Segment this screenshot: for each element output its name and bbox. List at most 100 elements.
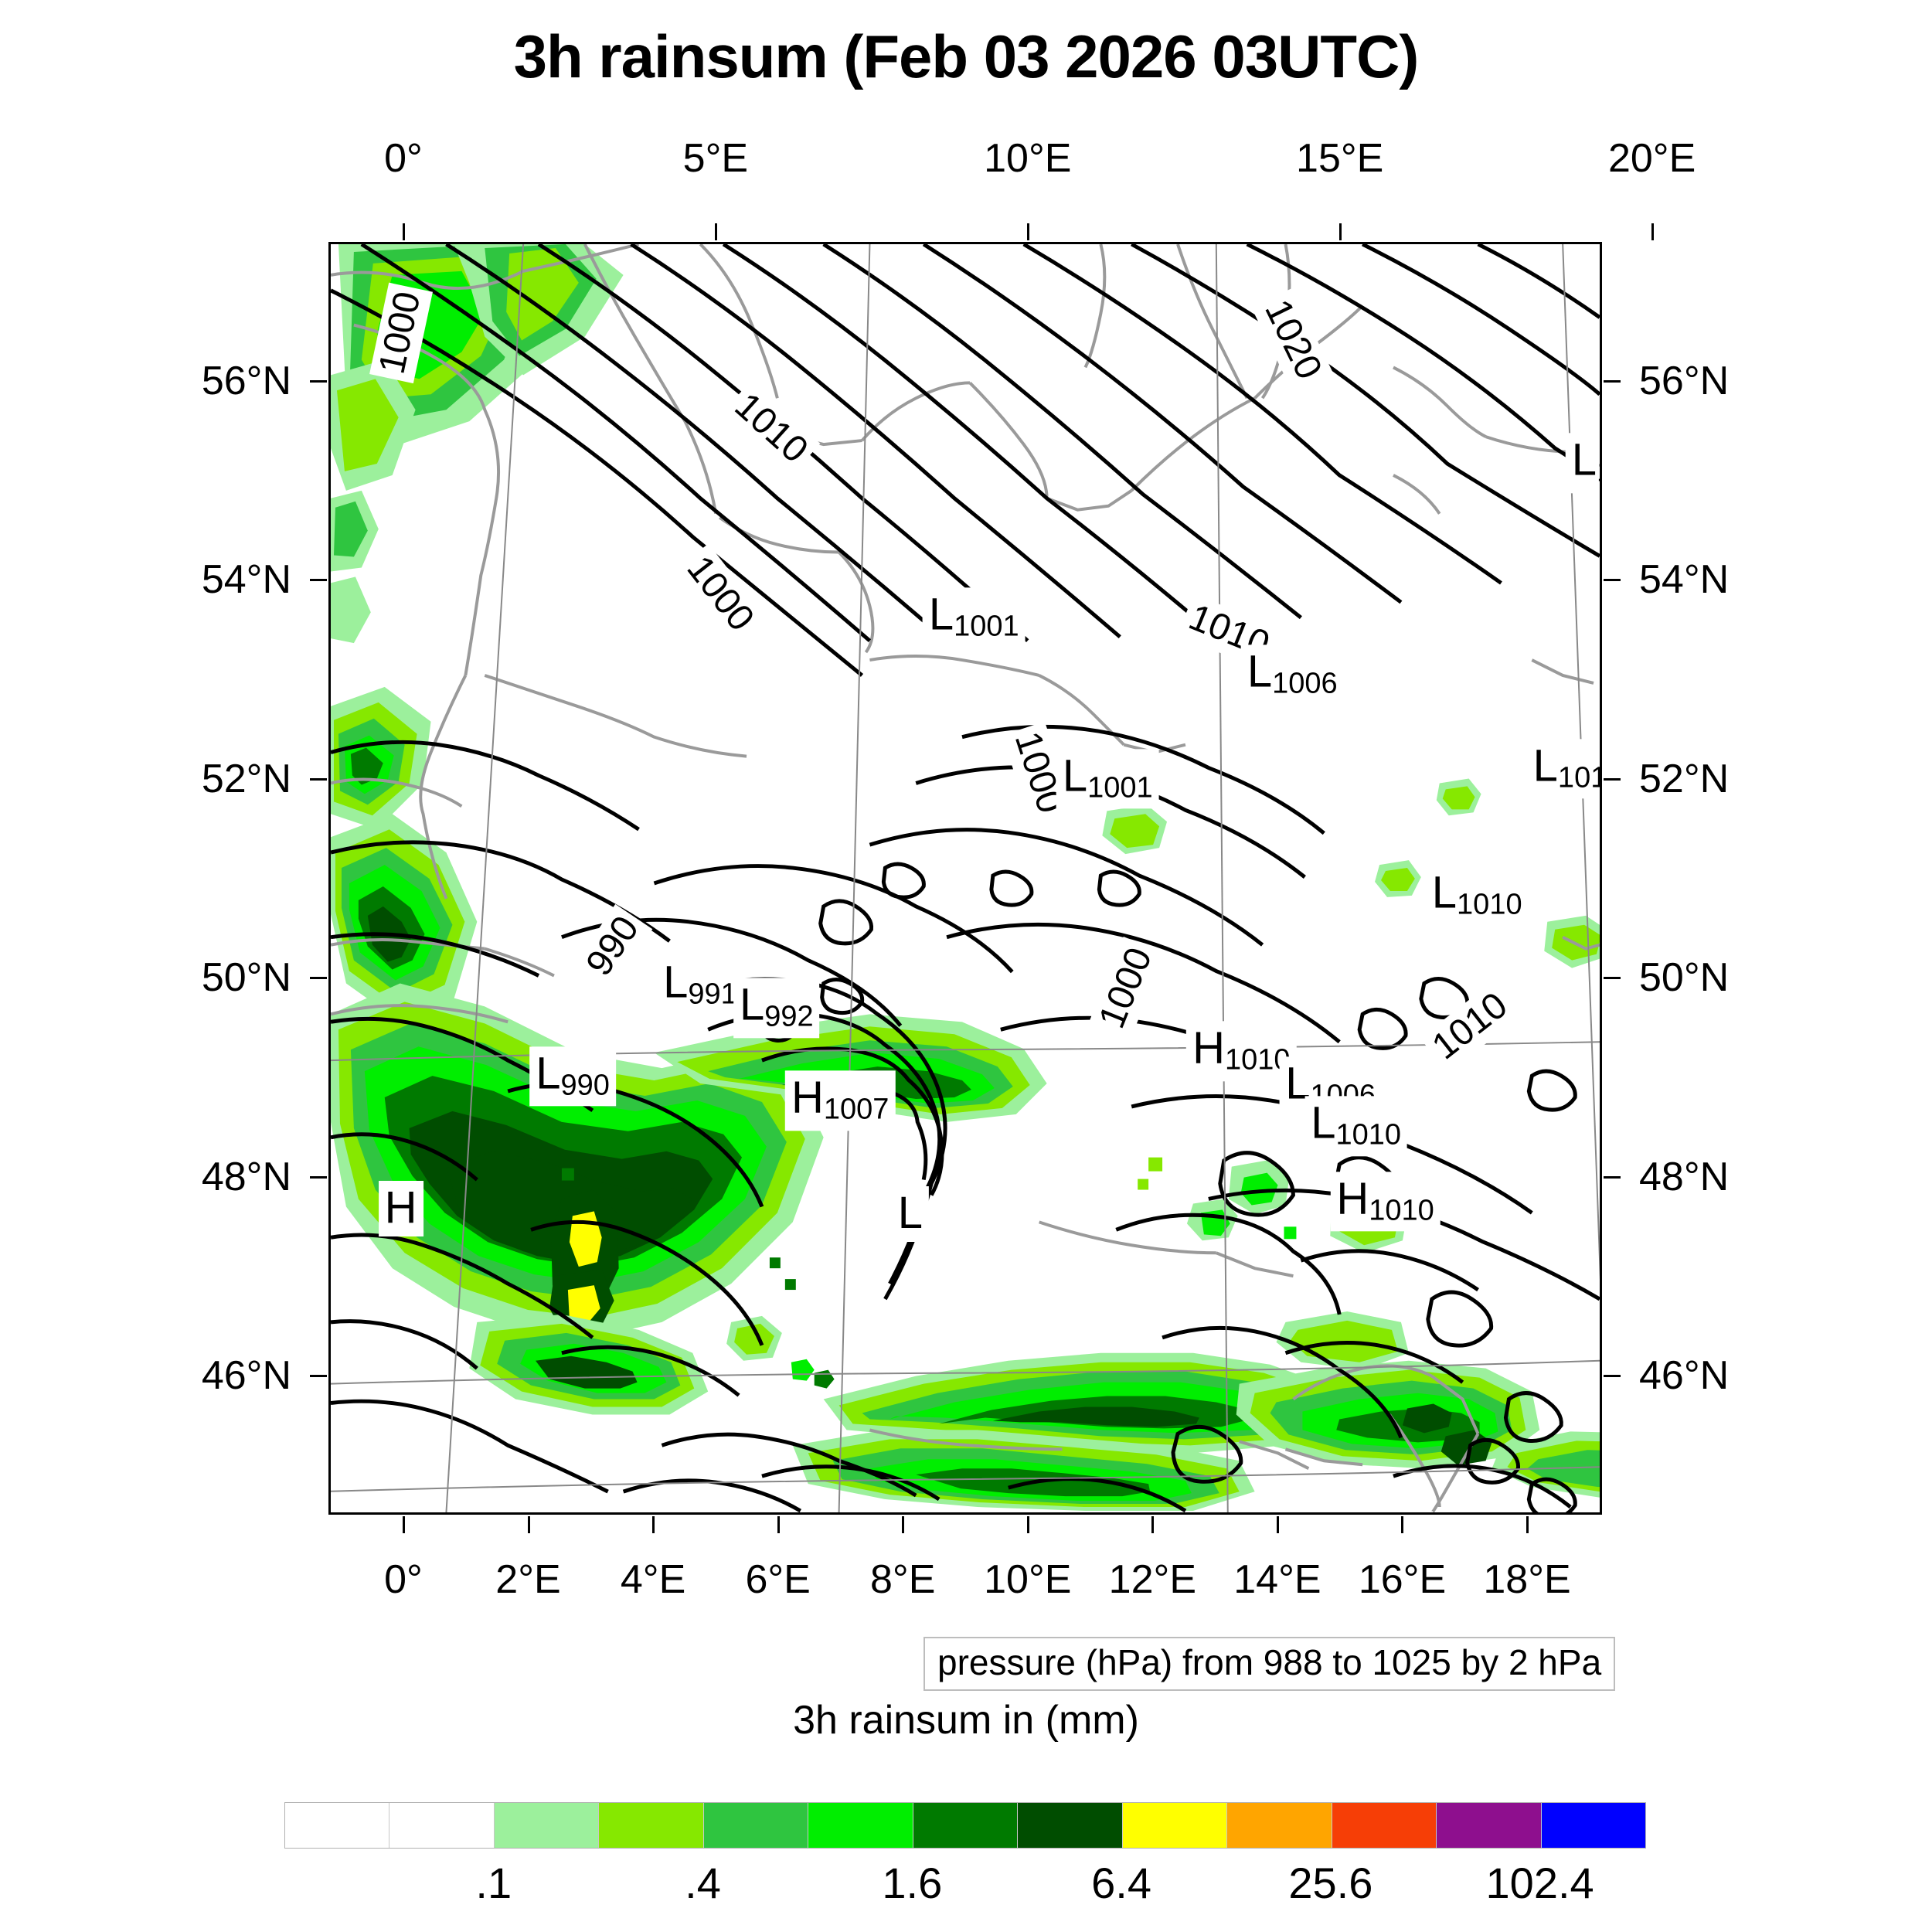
pressure-center-value: 990 [560,1069,610,1102]
colorbar-tick-0: .1 [475,1859,512,1907]
colorbar-segment-2[interactable] [493,1803,599,1848]
right-tick-label-5: 46°N [1639,1352,1730,1398]
colorbar-tick-labels: .1 .4 1.6 6.4 25.6 102.4 [0,1858,1932,1912]
bottom-tick-label-7: 14°E [1233,1557,1321,1602]
pressure-center-value: 1007 [823,1094,889,1127]
pressure-center-type: H [384,1182,417,1233]
left-tick-label-1: 54°N [201,557,291,603]
pressure-center-L101-3: L101 [1526,738,1602,799]
bottom-tick-mark-1 [527,1516,530,1533]
colorbar-segment-12[interactable] [1540,1803,1646,1848]
colorbar-segment-10[interactable] [1331,1803,1437,1848]
pressure-center-type: L [1431,867,1458,918]
top-tick-label-2: 10°E [984,136,1072,181]
colorbar-segment-11[interactable] [1436,1803,1541,1848]
pressure-center-L1001-4: L1001 [1056,749,1159,809]
bottom-tick-mark-9 [1526,1516,1529,1533]
pressure-center-value: 10 [1597,456,1600,488]
top-tick-label-0: 0° [384,136,423,181]
pressure-center-L1010-5: L1010 [1425,866,1529,926]
pressure-center-L10-2: L10 [1565,433,1600,493]
pressure-center-L992-7: L992 [733,978,820,1038]
pressure-center-value: 1001 [1087,771,1153,804]
pressure-center-value: 1001 [954,610,1019,643]
right-tick-mark-2 [1604,777,1621,781]
pressure-center-type: L [739,979,765,1030]
colorbar-segment-4[interactable] [702,1803,808,1848]
right-tick-mark-1 [1604,579,1621,582]
pressure-center-L991-6: L991 [657,954,743,1015]
colorbar-segment-0[interactable] [285,1803,389,1848]
bottom-tick-mark-6 [1151,1516,1155,1533]
right-tick-mark-3 [1604,977,1621,980]
bottom-tick-label-0: 0° [384,1557,423,1602]
pressure-center-value: 1010 [1369,1194,1434,1227]
pressure-center-type: H [791,1072,824,1123]
bottom-tick-mark-3 [777,1516,780,1533]
top-tick-mark-0 [402,223,405,240]
colorbar-segment-1[interactable] [389,1803,494,1848]
colorbar-tick-4: 25.6 [1288,1859,1373,1907]
pressure-center-value: 101 [1557,761,1602,794]
right-tick-label-3: 50°N [1639,955,1730,1001]
pressure-center-H-14: H [378,1181,423,1237]
top-tick-label-3: 15°E [1296,136,1384,181]
bottom-tick-label-3: 6°E [745,1557,811,1602]
colorbar[interactable] [284,1802,1646,1849]
top-tick-mark-2 [1026,223,1029,240]
top-tick-label-4: 20°E [1607,136,1696,181]
pressure-center-L990-8: L990 [529,1046,616,1107]
pressure-center-type: L [1532,740,1558,791]
right-tick-label-1: 54°N [1639,557,1730,603]
left-tick-mark-3 [310,977,327,980]
colorbar-segment-3[interactable] [598,1803,703,1848]
map-plot-area[interactable]: 100010101020100010101000990100010100 L10… [328,242,1602,1515]
left-tick-mark-2 [310,777,327,781]
colorbar-segment-8[interactable] [1121,1803,1227,1848]
bottom-tick-label-2: 4°E [620,1557,686,1602]
pressure-center-type: L [663,956,689,1007]
pressure-center-type: L [1311,1097,1336,1148]
left-tick-mark-1 [310,579,327,582]
graticule [331,244,1600,1512]
left-tick-label-0: 56°N [201,359,291,404]
colorbar-caption: 3h rainsum in (mm) [793,1698,1139,1743]
top-tick-mark-1 [714,223,717,240]
right-tick-label-2: 52°N [1639,756,1730,801]
right-tick-mark-4 [1604,1175,1621,1179]
pressure-legend-box: pressure (hPa) from 988 to 1025 by 2 hPa [923,1637,1616,1691]
colorbar-tick-1: .4 [685,1859,721,1907]
top-tick-mark-3 [1338,223,1342,240]
colorbar-segment-6[interactable] [912,1803,1018,1848]
bottom-tick-label-4: 8°E [870,1557,936,1602]
left-tick-mark-5 [310,1374,327,1377]
pressure-center-value: 1010 [1335,1119,1402,1152]
pressure-center-value: 1010 [1457,888,1522,921]
right-tick-label-0: 56°N [1639,359,1730,404]
top-tick-mark-4 [1651,223,1654,240]
bottom-tick-mark-5 [1026,1516,1029,1533]
colorbar-tick-2: 1.6 [882,1859,943,1907]
bottom-tick-mark-7 [1276,1516,1279,1533]
pressure-center-L1010-12: L1010 [1304,1096,1408,1157]
bottom-tick-mark-2 [652,1516,655,1533]
bottom-tick-label-5: 10°E [984,1557,1072,1602]
precipitation-shading [331,244,1600,1512]
colorbar-segment-5[interactable] [808,1803,913,1848]
left-tick-label-3: 50°N [201,955,291,1001]
pressure-center-L1006-1: L1006 [1240,644,1344,705]
pressure-center-L-15: L [891,1186,929,1242]
pressure-center-H1007-9: H1007 [784,1070,896,1131]
left-tick-label-4: 48°N [201,1154,291,1199]
colorbar-segment-9[interactable] [1226,1803,1332,1848]
bottom-tick-mark-8 [1401,1516,1404,1533]
left-tick-mark-4 [310,1175,327,1179]
page-title: 3h rainsum (Feb 03 2026 03UTC) [513,22,1420,90]
pressure-center-value: 992 [764,1000,814,1033]
pressure-center-type: L [928,588,954,639]
pressure-center-L1001-0: L1001 [922,587,1026,648]
bottom-tick-mark-0 [402,1516,405,1533]
bottom-tick-label-9: 18°E [1483,1557,1571,1602]
colorbar-segment-7[interactable] [1017,1803,1122,1848]
pressure-center-type: L [1571,434,1597,485]
